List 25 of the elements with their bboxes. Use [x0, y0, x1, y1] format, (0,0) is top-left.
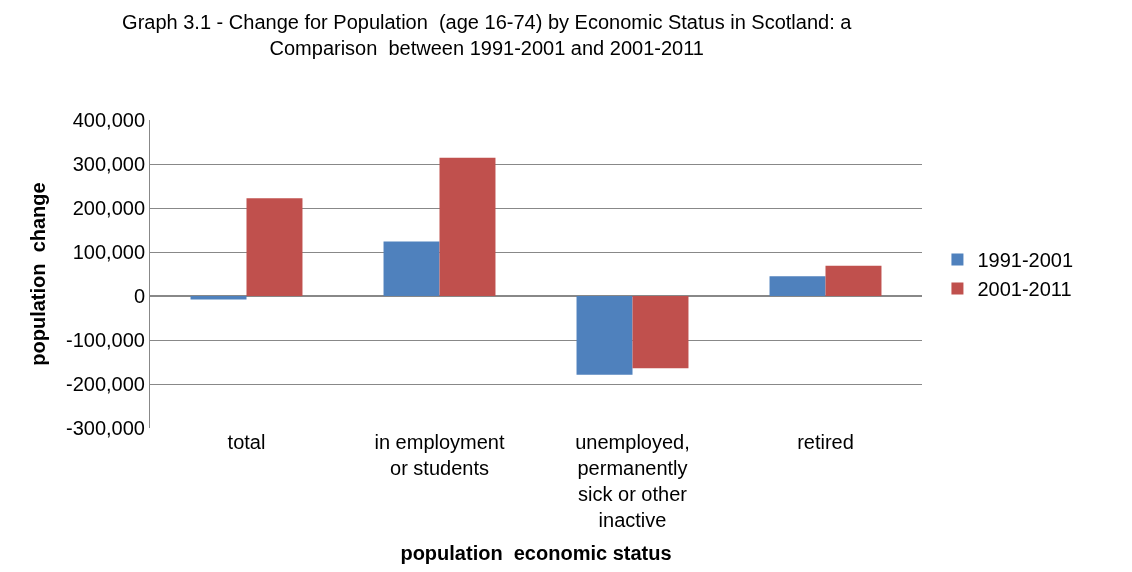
bar	[439, 157, 496, 296]
x-tick-label: total	[227, 431, 266, 453]
bar	[769, 276, 826, 296]
y-tick-label: -100,000	[66, 329, 145, 351]
x-tick-label: in employment or students	[374, 431, 505, 479]
x-tick-label: retired	[797, 431, 854, 453]
bar	[825, 265, 882, 296]
chart-title: Graph 3.1 - Change for Population (age 16-74) by Economic Status in Scotland: a Comparison between 1991-2001 and 2001-2011	[122, 10, 853, 59]
y-axis-title: population change	[26, 182, 49, 366]
y-tick-label: 300,000	[72, 153, 145, 175]
bar	[576, 296, 633, 375]
bar	[190, 296, 247, 300]
x-axis-title: population economic status	[400, 541, 672, 564]
y-tick-label: -300,000	[66, 417, 145, 439]
legend-label: 1991-2001	[977, 249, 1074, 272]
y-tick-label: 400,000	[72, 109, 145, 131]
y-tick-label: 100,000	[72, 241, 145, 263]
legend-label: 2001-2011	[977, 278, 1072, 301]
bar	[383, 241, 440, 296]
y-tick-label: -200,000	[66, 373, 145, 395]
y-tick-label: 0	[133, 285, 145, 307]
bar	[246, 198, 303, 296]
bar	[632, 296, 689, 369]
y-tick-label: 200,000	[72, 197, 145, 219]
x-tick-label: unemployed, permanently sick or other inactive	[575, 431, 690, 531]
